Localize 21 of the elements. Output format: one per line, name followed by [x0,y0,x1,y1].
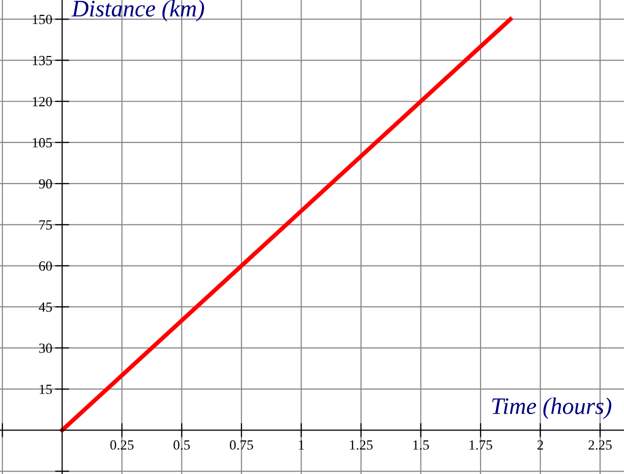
y-axis-title: Distance (km) [71,0,204,22]
x-tick-label: 1.5 [413,440,429,450]
x-tick-label: 2.25 [588,440,612,450]
y-tick-label: 15 [40,384,52,394]
x-tick-label: 0.5 [174,440,190,450]
y-tick-label: 75 [39,220,52,230]
x-tick-label: 1.75 [470,440,492,450]
y-tick-label: 45 [38,302,52,312]
x-tick-label: 1 [298,440,304,450]
x-axis-title: Time (hours) [492,398,612,419]
y-tick-label: 150 [32,14,52,24]
x-tick-label: 0.75 [230,440,254,450]
x-tick-label: 0.25 [110,440,134,450]
y-tick-label: 105 [32,138,52,148]
y-tick-label: 135 [32,56,52,66]
y-tick-label: 30 [39,344,52,353]
y-tick-label: 60 [39,261,52,271]
x-tick-label: 1.25 [350,440,373,450]
x-tick-label: 2 [537,440,544,450]
y-tick-label: 120 [32,96,52,106]
y-tick-label: 90 [38,179,52,189]
